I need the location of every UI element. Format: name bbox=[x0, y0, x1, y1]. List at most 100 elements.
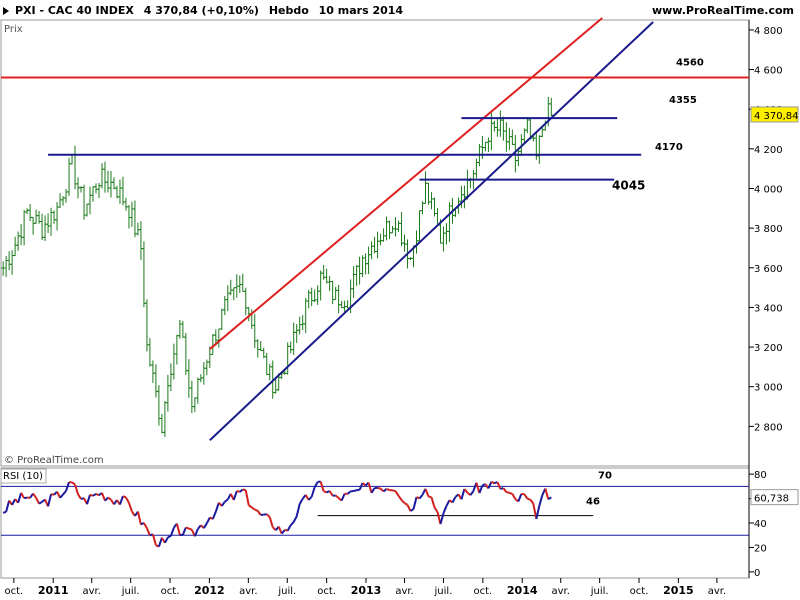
rsi-segment bbox=[433, 506, 439, 513]
rsi-segment bbox=[463, 488, 469, 494]
rsi-segment bbox=[95, 492, 100, 497]
rsi-segment bbox=[35, 497, 40, 505]
price-y-tick-label: 3 200 bbox=[754, 343, 783, 354]
rsi-segment bbox=[145, 527, 151, 536]
rsi-segment bbox=[535, 505, 541, 520]
rsi-segment bbox=[392, 489, 396, 493]
rsi-segment bbox=[506, 491, 510, 494]
rsi-segment bbox=[418, 494, 424, 500]
rsi-segment bbox=[89, 493, 94, 497]
rsi-panel-frame bbox=[0, 467, 750, 579]
rsi-segment bbox=[169, 527, 175, 537]
last-price-label: 4 370,84 bbox=[754, 111, 799, 122]
rsi-segment bbox=[92, 493, 97, 497]
rsi-last-label: 60,738 bbox=[754, 494, 789, 505]
x-tick-label: juil. bbox=[434, 586, 453, 597]
rsi-segment bbox=[547, 496, 552, 501]
rsi-segment bbox=[47, 493, 53, 507]
chart-title: PXI - CAC 40 INDEX 4 370,84 (+0,10%) Heb… bbox=[3, 4, 409, 17]
quote-value: 4 370,84 (+0,10%) bbox=[143, 4, 259, 17]
rsi-segment bbox=[406, 504, 412, 512]
rsi-segment bbox=[412, 496, 418, 510]
rsi-segment bbox=[292, 515, 298, 523]
rsi-segment bbox=[236, 490, 241, 493]
rsi-segment bbox=[353, 489, 357, 492]
rsi-segment bbox=[416, 496, 420, 500]
rsi-segment bbox=[268, 516, 274, 528]
rsi-segment bbox=[77, 493, 82, 500]
rsi-segment bbox=[151, 534, 157, 546]
price-y-tick-label: 3 400 bbox=[754, 303, 783, 314]
rsi-segment bbox=[50, 493, 55, 496]
red-trend-line bbox=[209, 17, 603, 350]
rsi-segment bbox=[445, 499, 451, 507]
rsi-segment bbox=[140, 522, 145, 526]
chart-header: PXI - CAC 40 INDEX 4 370,84 (+0,10%) Heb… bbox=[0, 0, 800, 20]
rsi-segment bbox=[439, 512, 445, 525]
rsi-segment bbox=[86, 494, 91, 505]
watermark: © ProRealTime.com bbox=[4, 455, 104, 466]
price-y-tick-label: 3 000 bbox=[754, 383, 783, 394]
rsi-segment bbox=[397, 495, 403, 501]
rsi-segment bbox=[101, 492, 106, 502]
rsi-segment bbox=[125, 496, 130, 504]
rsi-segment bbox=[379, 487, 385, 493]
x-tick-label: 2014 bbox=[507, 584, 538, 597]
last-price-box bbox=[750, 106, 799, 123]
rsi-segment bbox=[323, 490, 328, 494]
rsi-segment bbox=[32, 492, 37, 499]
rsi-segment bbox=[487, 481, 493, 489]
x-tick-label: juil. bbox=[121, 586, 140, 597]
rsi-segment bbox=[2, 510, 7, 514]
rsi-segment bbox=[17, 492, 23, 504]
rsi-segment bbox=[244, 489, 250, 506]
rsi-segment bbox=[277, 526, 283, 535]
x-tick-label: avr. bbox=[83, 586, 101, 597]
rsi-segment bbox=[71, 481, 76, 486]
blue-trend-line bbox=[209, 21, 654, 441]
rsi-segment bbox=[143, 522, 148, 529]
x-tick-label: avr. bbox=[552, 586, 570, 597]
x-tick-label: oct. bbox=[161, 586, 180, 597]
date-label: 10 mars 2014 bbox=[318, 4, 404, 17]
play-arrow-icon bbox=[3, 7, 9, 15]
rsi-y-tick-label: 40 bbox=[754, 519, 767, 530]
rsi-segment bbox=[500, 487, 504, 490]
rsi-segment bbox=[532, 503, 538, 520]
rsi-segment bbox=[284, 528, 288, 532]
rsi-segment bbox=[496, 481, 502, 490]
rsi-segment bbox=[361, 482, 367, 487]
rsi-segment bbox=[328, 490, 334, 497]
rsi-segment bbox=[164, 536, 169, 544]
rsi-segment bbox=[239, 488, 244, 493]
rsi-segment bbox=[56, 491, 61, 499]
period-label: Hebdo bbox=[268, 4, 309, 17]
rsi-segment bbox=[175, 523, 181, 536]
rsi-segment bbox=[289, 521, 295, 526]
rsi-segment bbox=[517, 493, 523, 502]
x-tick-label: avr. bbox=[395, 586, 413, 597]
rsi-segment bbox=[481, 483, 486, 487]
price-panel-label: Prix bbox=[4, 24, 23, 35]
price-y-tick-label: 3 800 bbox=[754, 224, 783, 235]
rsi-segment bbox=[340, 493, 346, 502]
instrument-name: PXI - CAC 40 INDEX bbox=[15, 4, 134, 17]
rsi-segment bbox=[254, 508, 259, 512]
rsi-segment bbox=[74, 484, 79, 495]
rsi-segment bbox=[242, 488, 246, 492]
price-y-tick-label: 3 600 bbox=[754, 264, 783, 275]
level-label-4560: 4560 bbox=[676, 57, 704, 68]
x-tick-label: oct. bbox=[4, 586, 23, 597]
rsi-segment bbox=[386, 487, 390, 492]
rsi-segment bbox=[509, 491, 513, 495]
ohlc-bars bbox=[1, 96, 554, 437]
rsi-segment bbox=[214, 502, 220, 512]
rsi-segment bbox=[527, 497, 531, 501]
rsi-segment bbox=[358, 482, 364, 491]
rsi-panel-label: RSI (10) bbox=[3, 471, 43, 482]
rsi-segment bbox=[436, 511, 442, 525]
x-tick-label: oct. bbox=[630, 586, 649, 597]
rsi-segment bbox=[5, 500, 11, 513]
rsi-y-tick-label: 80 bbox=[754, 470, 767, 481]
